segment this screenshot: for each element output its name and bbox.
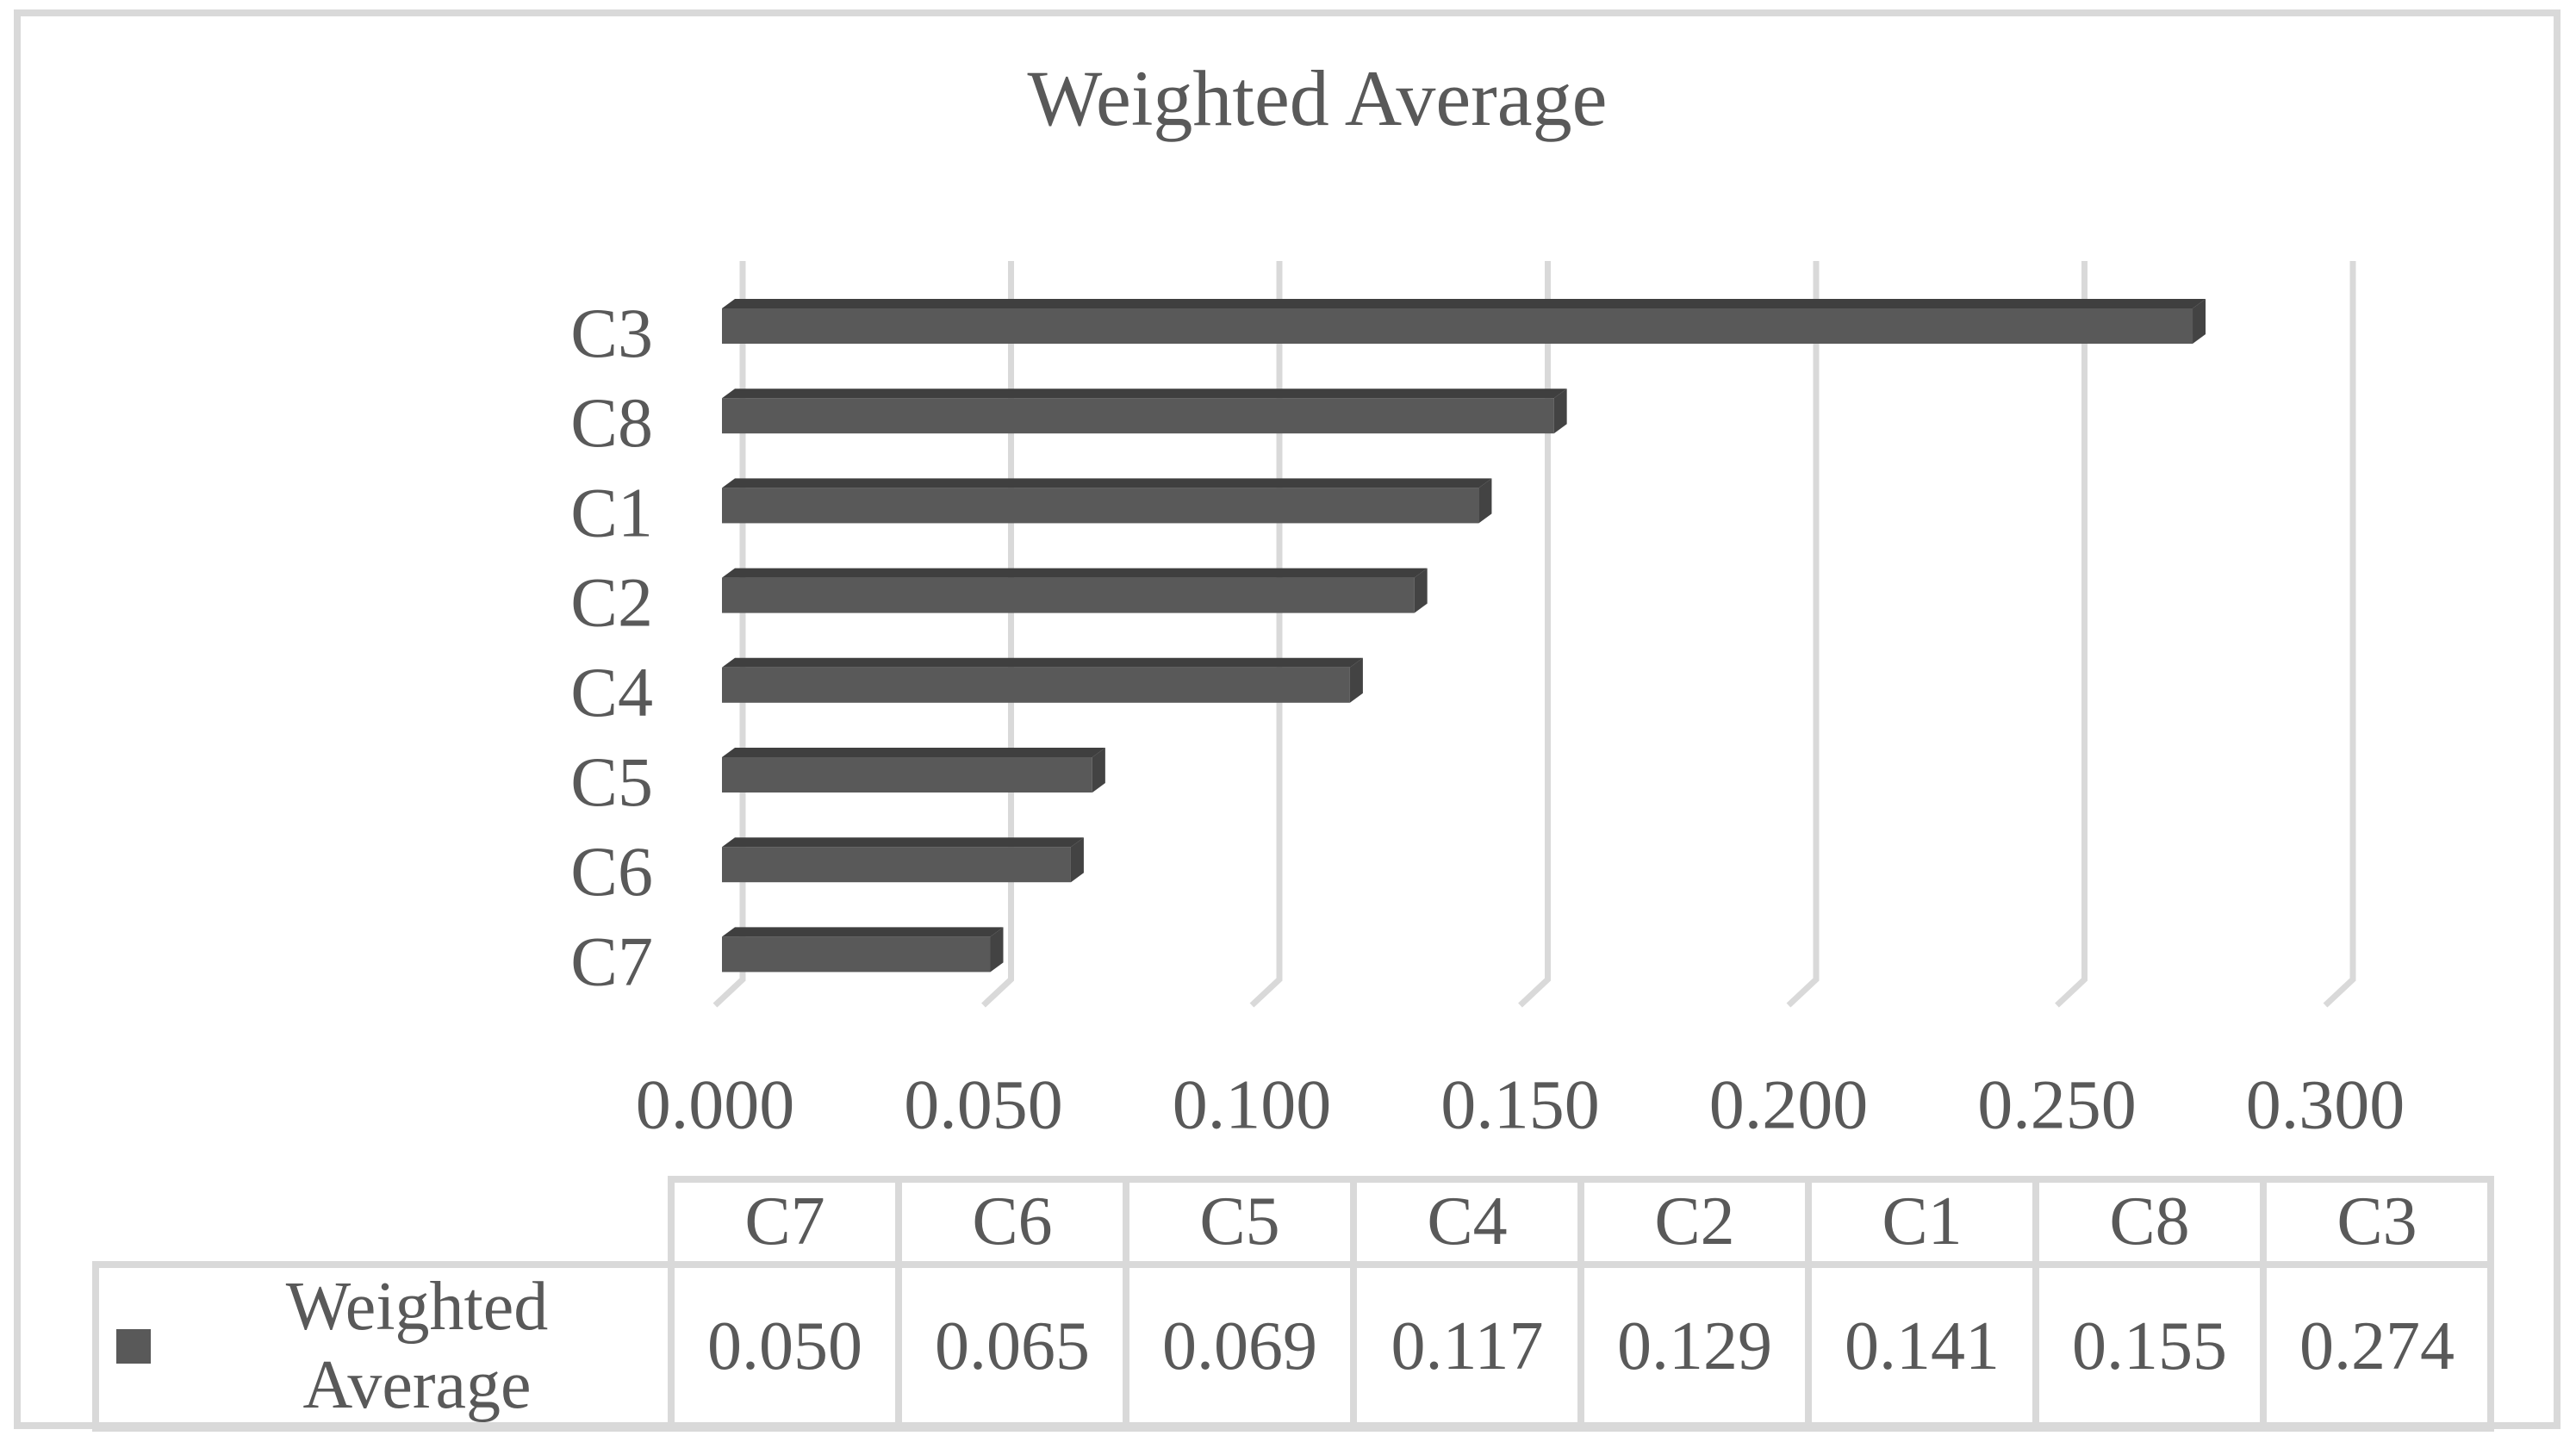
- category-label-C5: C5: [570, 743, 653, 821]
- axis-tick-label: 0.100: [1173, 1066, 1332, 1144]
- bar-front-face: [722, 847, 1071, 883]
- category-label-C4: C4: [570, 653, 653, 731]
- bar-end-face: [1414, 568, 1428, 613]
- legend-cell: Weighted Average: [92, 1261, 675, 1432]
- gridline: [1786, 261, 1820, 1008]
- bar-top-face: [722, 927, 1004, 937]
- bar-top-face: [722, 748, 1105, 757]
- bar-C4: [722, 657, 1363, 703]
- bar-front-face: [722, 757, 1092, 792]
- bar-end-face: [1553, 388, 1567, 434]
- bar-top-face: [722, 657, 1363, 668]
- table-data-row: Weighted Average 0.050 0.065 0.069 0.117 0.1…: [92, 1261, 2494, 1432]
- axis-tick-label: 0.250: [1977, 1066, 2137, 1144]
- table-header-cell-C1: C1: [1805, 1176, 2039, 1268]
- bar-top-face: [722, 837, 1084, 848]
- category-label-C8: C8: [570, 383, 653, 462]
- bar-front-face: [722, 308, 2193, 344]
- bar-front-face: [722, 577, 1415, 613]
- bar-C1: [722, 478, 1492, 524]
- table-header-row: C7 C6 C5 C4 C2 C1 C8 C3: [96, 1176, 2494, 1268]
- category-label-C1: C1: [570, 473, 653, 551]
- bar-end-face: [1070, 837, 1084, 883]
- table-value-cell-C8: 0.155: [2032, 1261, 2267, 1432]
- bar-C3: [722, 299, 2206, 344]
- axis-tick-label: 0.050: [904, 1066, 1063, 1144]
- bar-front-face: [722, 667, 1350, 703]
- category-label-C3: C3: [570, 294, 653, 372]
- bar-front-face: [722, 488, 1479, 524]
- bar-end-face: [1478, 478, 1492, 524]
- bar-C2: [722, 568, 1428, 613]
- legend-marker-icon: [116, 1329, 151, 1364]
- gridline: [712, 261, 746, 1008]
- table-value-cell-C7: 0.050: [668, 1261, 902, 1432]
- legend-label: Weighted Average: [285, 1269, 549, 1423]
- axis-tick-label: 0.150: [1440, 1066, 1600, 1144]
- table-header-cell-C5: C5: [1123, 1176, 1357, 1268]
- chart-title: Weighted Average: [1027, 54, 1608, 142]
- gridline: [2055, 261, 2088, 1008]
- table-header-cell-C6: C6: [895, 1176, 1129, 1268]
- table-value-cell-C5: 0.069: [1123, 1261, 1357, 1432]
- table-value-cell-C1: 0.141: [1805, 1261, 2039, 1432]
- axis-tick-label: 0.000: [636, 1066, 795, 1144]
- bar-C6: [722, 837, 1084, 883]
- bar-top-face: [722, 478, 1492, 488]
- category-label-C7: C7: [570, 922, 653, 1000]
- bar-C7: [722, 927, 1004, 973]
- table-header-cell-C8: C8: [2032, 1176, 2267, 1268]
- bar-C8: [722, 388, 1567, 434]
- bar-end-face: [1092, 748, 1105, 792]
- bar-end-face: [2193, 299, 2206, 344]
- gridline: [981, 261, 1014, 1008]
- bar-front-face: [722, 398, 1554, 434]
- data-table: C7 C6 C5 C4 C2 C1 C8 C3 Weighted Average 0.050 0…: [92, 1176, 2494, 1432]
- bar-C5: [722, 748, 1105, 792]
- table-value-cell-C4: 0.117: [1350, 1261, 1584, 1432]
- table-value-cell-C3: 0.274: [2260, 1261, 2494, 1432]
- table-header-cell-C2: C2: [1577, 1176, 1812, 1268]
- bar-end-face: [990, 927, 1004, 973]
- axis-tick-label: 0.200: [1709, 1066, 1869, 1144]
- gridline: [1518, 261, 1551, 1008]
- table-header-cell-C7: C7: [668, 1176, 902, 1268]
- gridline: [2323, 261, 2356, 1008]
- bar-top-face: [722, 299, 2206, 308]
- bar-front-face: [722, 936, 991, 973]
- table-blank-cell: [96, 1179, 671, 1265]
- axis-tick-label: 0.300: [2246, 1066, 2405, 1144]
- table-value-cell-C6: 0.065: [895, 1261, 1129, 1432]
- bar-top-face: [722, 388, 1567, 399]
- bar-top-face: [722, 568, 1428, 578]
- category-label-C2: C2: [570, 563, 653, 642]
- category-label-C6: C6: [570, 832, 653, 911]
- table-header-cell-C4: C4: [1350, 1176, 1584, 1268]
- table-value-cell-C2: 0.129: [1577, 1261, 1812, 1432]
- legend-entry: Weighted Average: [99, 1268, 668, 1425]
- bar-end-face: [1349, 657, 1363, 703]
- table-header-cell-C3: C3: [2260, 1176, 2494, 1268]
- gridline: [1249, 261, 1283, 1008]
